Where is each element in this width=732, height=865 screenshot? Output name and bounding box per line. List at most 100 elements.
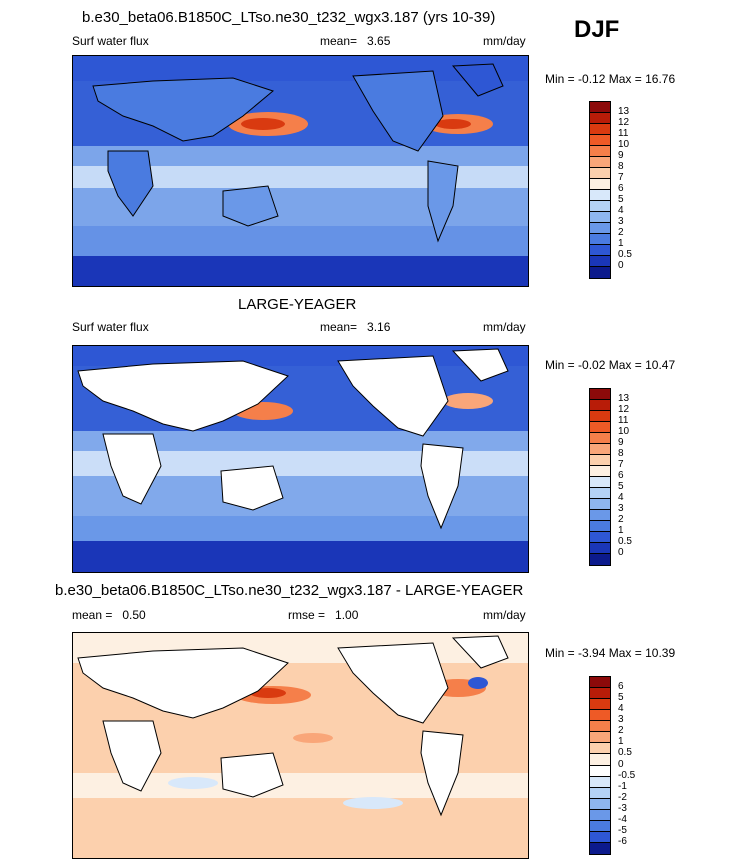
panel3-colorbar-label: 2 — [618, 725, 624, 737]
panel1-colorbar-swatch — [590, 146, 610, 157]
panel1-variable: Surf water flux — [72, 34, 149, 48]
panel3-colorbar-label: 4 — [618, 703, 624, 715]
panel2-colorbar-swatch — [590, 543, 610, 554]
panel1-colorbar-swatch — [590, 179, 610, 190]
panel1-colorbar-label: 11 — [618, 128, 629, 139]
panel2-colorbar-label: 12 — [618, 404, 630, 415]
panel3-mean: mean = 0.50 — [72, 608, 146, 622]
panel2-units: mm/day — [483, 320, 526, 334]
panel1-colorbar-label: 8 — [618, 161, 624, 172]
panel3-colorbar-label: 6 — [618, 681, 624, 693]
panel1-colorbar-swatch — [590, 256, 610, 267]
panel2-colorbar-label: 2 — [618, 514, 624, 525]
panel2-colorbar-label: 5 — [618, 481, 624, 492]
panel2-map — [72, 345, 529, 573]
panel2-title: LARGE-YEAGER — [238, 296, 357, 313]
panel1-colorbar-swatch — [590, 102, 610, 113]
panel2-colorbar-swatch — [590, 411, 610, 422]
panel2-colorbar-swatch — [590, 455, 610, 466]
panel2-colorbar-swatch — [590, 400, 610, 411]
panel2-colorbar-label: 0.5 — [618, 536, 632, 547]
panel2-colorbar-swatch — [590, 389, 610, 400]
panel1-map — [72, 55, 529, 287]
panel1-colorbar-label: 0.5 — [618, 249, 632, 260]
panel1-colorbar-label: 3 — [618, 216, 624, 227]
panel1-colorbar-label: 6 — [618, 183, 624, 194]
panel1-colorbar-swatch — [590, 201, 610, 212]
panel3-colorbar-label: -2 — [618, 791, 627, 803]
panel1-units: mm/day — [483, 34, 526, 48]
panel3-colorbar-label: -0.5 — [618, 769, 636, 781]
panel2-colorbar-swatch — [590, 422, 610, 433]
panel1-colorbar-label: 10 — [618, 139, 630, 150]
panel2-colorbar-swatch — [590, 499, 610, 510]
panel2-colorbar-swatch — [590, 444, 610, 455]
panel1-colorbar-label: 2 — [618, 227, 624, 238]
panel3-colorbar-swatch — [590, 688, 610, 700]
panel3-minmax: Min = -3.94 Max = 10.39 — [545, 646, 676, 660]
panel2-colorbar-label: 11 — [618, 415, 629, 426]
panel1-colorbar-label: 7 — [618, 172, 624, 183]
panel3-colorbar-swatch — [590, 754, 610, 766]
panel2-colorbar-label: 0 — [618, 547, 624, 558]
panel3-colorbar-label: -3 — [618, 802, 627, 814]
panel1-colorbar-label: 12 — [618, 117, 630, 128]
panel3-colorbar-swatch — [590, 776, 610, 788]
panel2-colorbar-swatch — [590, 466, 610, 477]
panel2-mean: mean= 3.16 — [320, 320, 391, 334]
panel3-colorbar — [589, 676, 611, 855]
panel3-colorbar-label: -6 — [618, 835, 627, 847]
panel2-variable: Surf water flux — [72, 320, 149, 334]
panel1-title: b.e30_beta06.B1850C_LTso.ne30_t232_wgx3.… — [82, 9, 496, 26]
panel1-colorbar-label: 0 — [618, 260, 624, 271]
panel2-colorbar-swatch — [590, 521, 610, 532]
panel2-colorbar-swatch — [590, 532, 610, 543]
panel3-colorbar-swatch — [590, 677, 610, 689]
panel3-colorbar-swatch — [590, 798, 610, 810]
panel3-colorbar-swatch — [590, 765, 610, 777]
panel2-colorbar-label: 13 — [618, 393, 630, 404]
panel3-rmse: rmse = 1.00 — [288, 608, 359, 622]
panel3-colorbar-label: 5 — [618, 692, 624, 704]
panel2-colorbar — [589, 388, 611, 566]
panel2-colorbar-label: 3 — [618, 503, 624, 514]
panel2-colorbar-swatch — [590, 554, 610, 565]
panel3-colorbar-label: 0 — [618, 758, 624, 770]
panel3-colorbar-swatch — [590, 831, 610, 843]
panel2-colorbar-label: 9 — [618, 437, 624, 448]
panel3-colorbar-swatch — [590, 699, 610, 711]
panel1-colorbar-swatch — [590, 234, 610, 245]
panel3-colorbar-swatch — [590, 820, 610, 832]
panel3-colorbar-label: -4 — [618, 813, 627, 825]
panel2-colorbar-label: 8 — [618, 448, 624, 459]
panel3-colorbar-label: 3 — [618, 714, 624, 726]
panel2-colorbar-swatch — [590, 510, 610, 521]
panel3-colorbar-swatch — [590, 787, 610, 799]
panel2-colorbar-label: 10 — [618, 426, 630, 437]
panel3-colorbar-swatch — [590, 721, 610, 733]
panel3-colorbar-swatch — [590, 732, 610, 744]
panel3-map — [72, 632, 529, 859]
panel1-colorbar-label: 9 — [618, 150, 624, 161]
panel1-colorbar-label: 13 — [618, 106, 630, 117]
panel1-colorbar-swatch — [590, 190, 610, 201]
panel3-colorbar-label: -5 — [618, 824, 627, 836]
panel1-colorbar-swatch — [590, 157, 610, 168]
panel1-colorbar-label: 1 — [618, 238, 624, 249]
panel3-colorbar-label: -1 — [618, 780, 627, 792]
panel3-colorbar-swatch — [590, 809, 610, 821]
panel3-colorbar-label: 1 — [618, 736, 624, 748]
panel1-colorbar-swatch — [590, 245, 610, 256]
panel1-colorbar-label: 5 — [618, 194, 624, 205]
panel2-minmax: Min = -0.02 Max = 10.47 — [545, 358, 676, 372]
panel1-colorbar-swatch — [590, 135, 610, 146]
panel3-title: b.e30_beta06.B1850C_LTso.ne30_t232_wgx3.… — [55, 582, 524, 599]
panel2-colorbar-label: 7 — [618, 459, 624, 470]
panel1-colorbar-swatch — [590, 267, 610, 278]
panel1-colorbar-swatch — [590, 212, 610, 223]
panel1-colorbar-swatch — [590, 168, 610, 179]
panel3-colorbar-label: 0.5 — [618, 747, 632, 759]
panel2-colorbar-label: 1 — [618, 525, 624, 536]
panel3-colorbar-swatch — [590, 710, 610, 722]
panel1-colorbar-swatch — [590, 223, 610, 234]
